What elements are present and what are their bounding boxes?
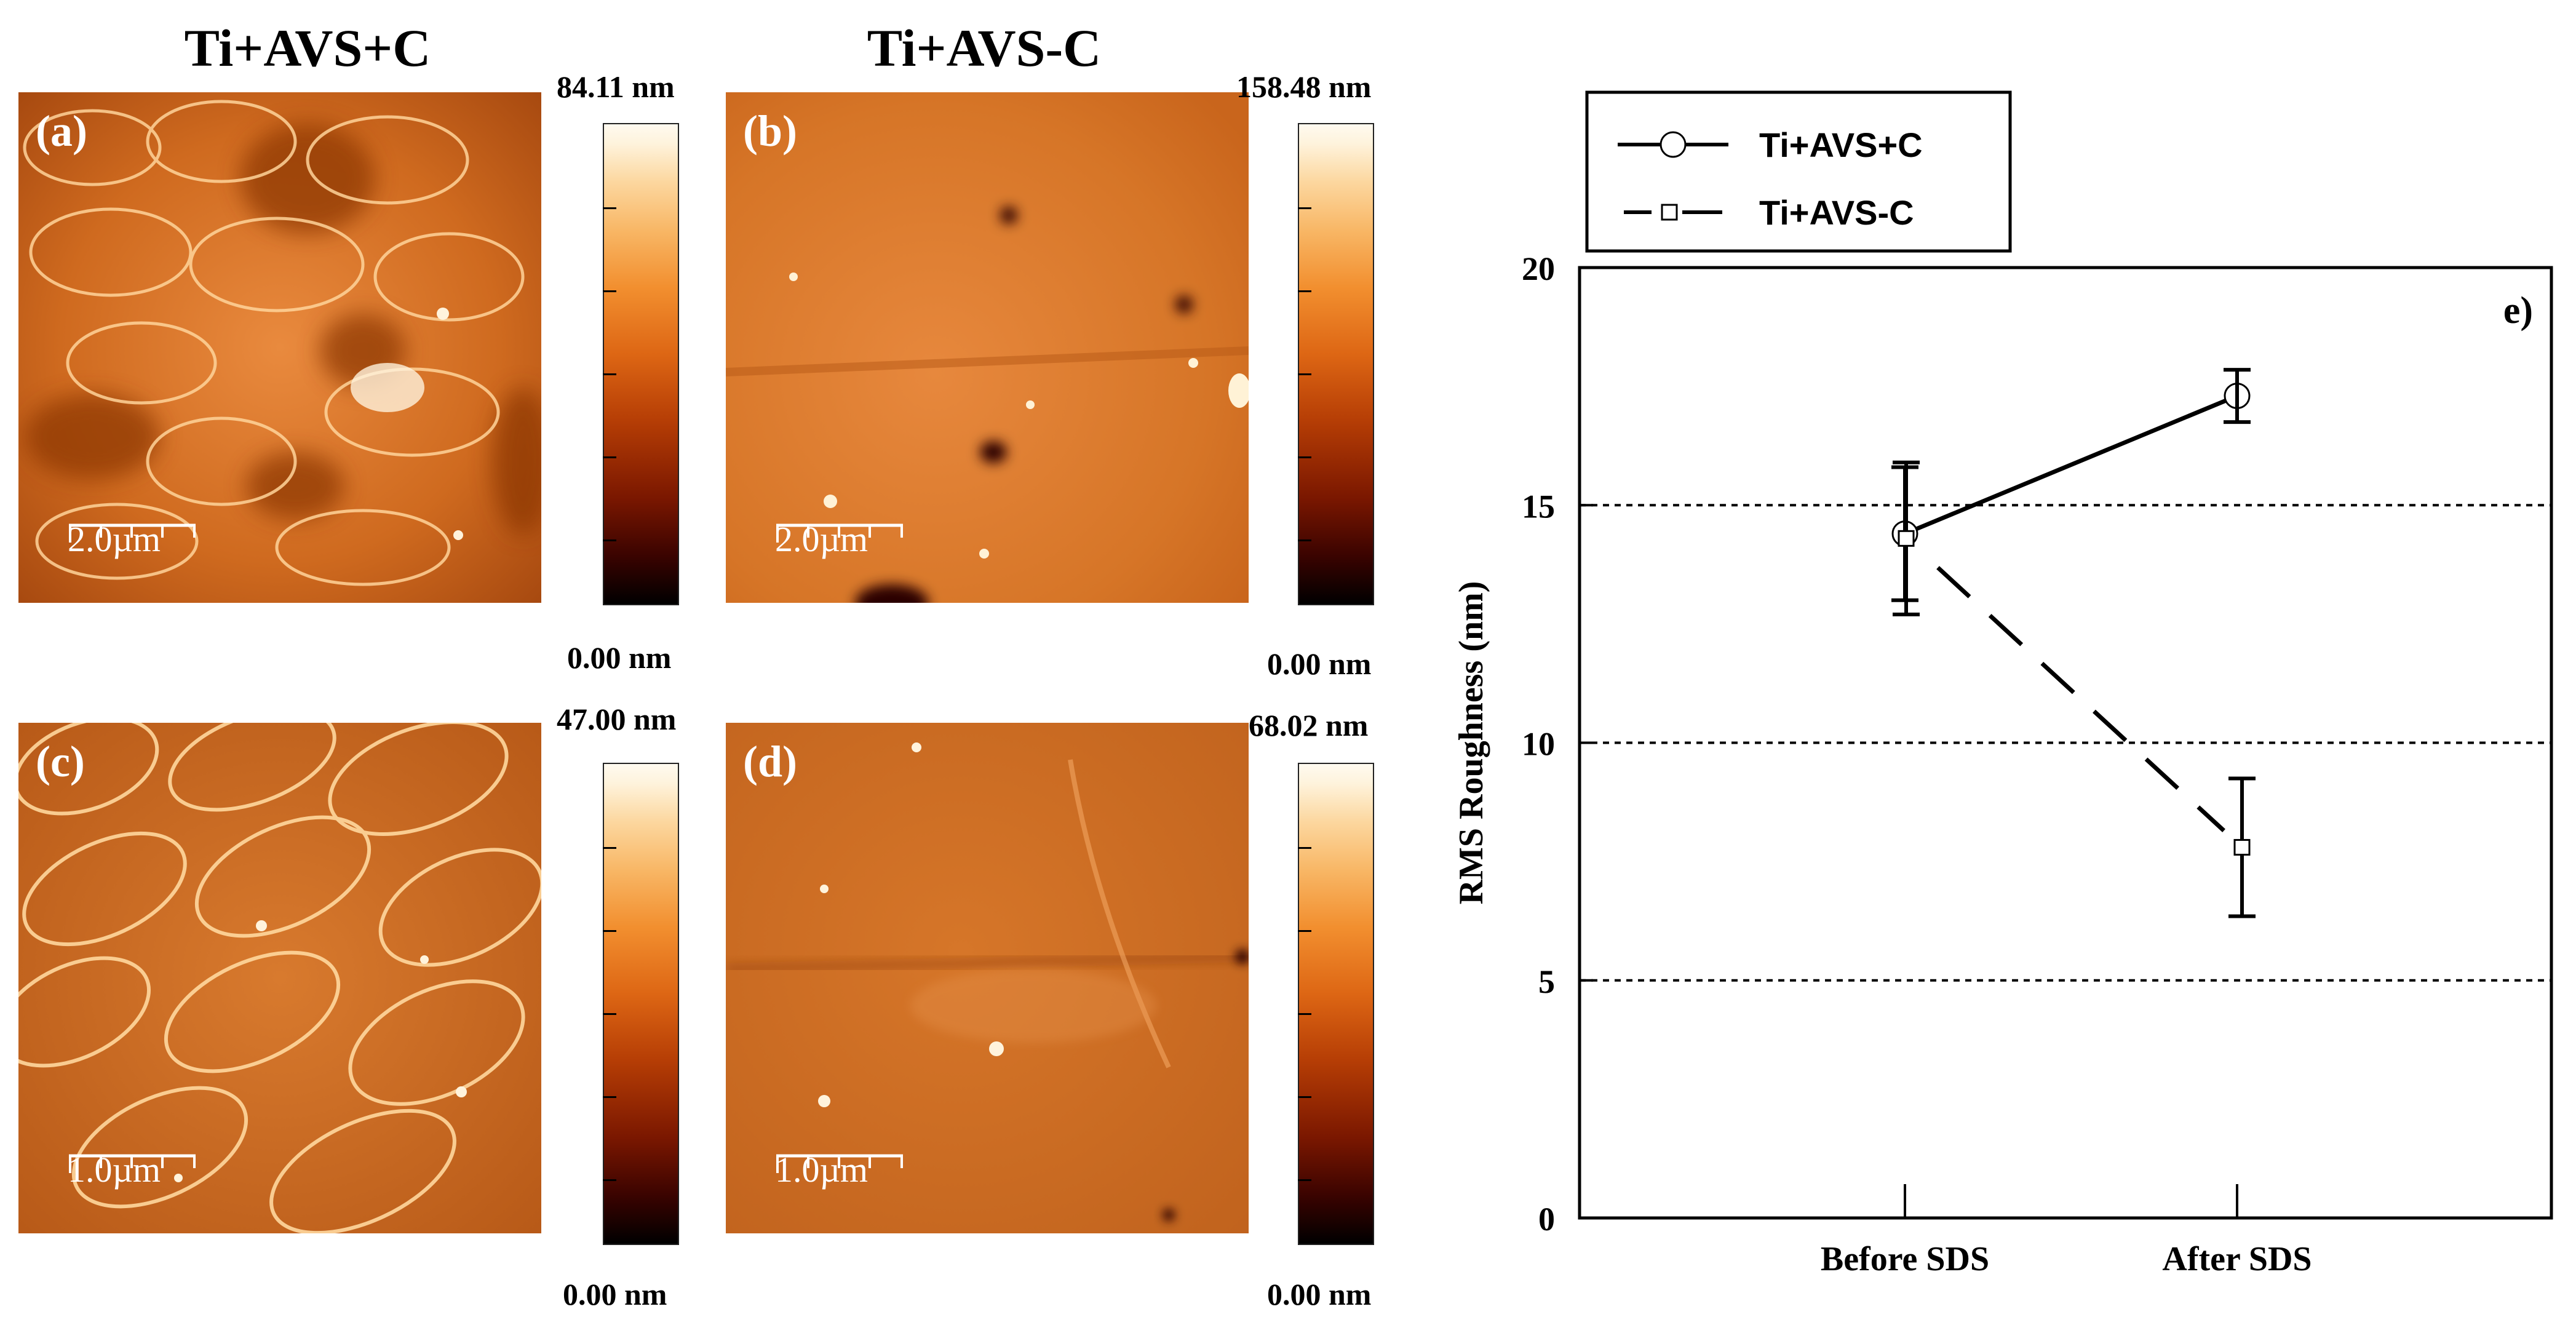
chart-axes: 0 5 10 15 20 Before SDS After SDS (1522, 250, 2312, 1278)
y-tick-label: 10 (1522, 726, 1555, 763)
scale-bar-ruler-d (776, 1154, 903, 1173)
color-bar-tick (1298, 1179, 1311, 1181)
y-tick-label: 5 (1538, 963, 1555, 1000)
afm-texture-b (726, 92, 1249, 603)
color-bar-tick (603, 373, 616, 375)
legend-box (1585, 90, 2012, 253)
scale-bar-ruler-c (69, 1154, 196, 1173)
color-bar-tick (603, 847, 616, 849)
scale-bar-a: 2.0µm (68, 522, 197, 560)
panel-label-b: (b) (743, 106, 797, 156)
color-bar-tick (603, 1096, 616, 1098)
color-bar-min-b: 0.00 nm (1267, 647, 1372, 681)
series-line-solid (1915, 399, 2227, 531)
color-bar-tick (603, 207, 616, 209)
legend-marker-circle (1660, 131, 1687, 158)
color-bar-a (603, 123, 679, 605)
scale-bar-ruler-b (776, 523, 903, 543)
afm-image-a: (a) 2.0µm (18, 92, 541, 603)
panel-label-a: (a) (36, 106, 87, 156)
scale-bar-ruler-a (69, 523, 196, 543)
color-bar-tick (1298, 1096, 1311, 1098)
color-bar-tick (1298, 456, 1311, 458)
data-point-circle (2224, 383, 2251, 410)
scale-bar-text-b: 2.0µm (775, 519, 869, 559)
data-point-square (2233, 838, 2251, 856)
chart-gridlines (1580, 504, 2551, 982)
afm-texture-c (18, 723, 541, 1233)
afm-texture-a (18, 92, 541, 603)
color-bar-max-b: 158.48 nm (1236, 70, 1372, 104)
color-bar-max-c: 47.00 nm (557, 702, 677, 736)
color-bar-d (1298, 763, 1374, 1245)
y-axis-label: RMS Roughness (nm) (1452, 581, 1490, 905)
color-bar-min-a: 0.00 nm (567, 640, 672, 675)
afm-texture-d (726, 723, 1249, 1233)
rms-roughness-chart: 0 5 10 15 20 Before SDS After SDS e) RMS Rough… (1452, 90, 2553, 1278)
color-bar-tick (1298, 290, 1311, 292)
scale-bar-d: 1.0µm (775, 1152, 904, 1190)
afm-image-c: (c) 1.0µm (18, 723, 541, 1233)
color-bar-tick (603, 930, 616, 932)
y-tick-label: 15 (1522, 488, 1555, 525)
data-point-square (1898, 530, 1915, 547)
color-bar-tick (603, 1013, 616, 1015)
column-title-left: Ti+AVS+C (184, 18, 431, 78)
series-square (1893, 460, 2256, 918)
afm-image-b: (b) 2.0µm (726, 92, 1249, 603)
color-bar-tick (1298, 847, 1311, 849)
panel-label-c: (c) (36, 737, 85, 786)
color-bar-min-d: 0.00 nm (1267, 1277, 1372, 1311)
panel-label-e: e) (2503, 290, 2533, 332)
color-bar-tick (603, 456, 616, 458)
chart-series (1891, 368, 2256, 918)
afm-image-d: (d) 1.0µm (726, 723, 1249, 1233)
scale-bar-b: 2.0µm (775, 522, 904, 560)
color-bar-tick (603, 290, 616, 292)
color-bar-b (1298, 123, 1374, 605)
y-tick-label: 0 (1538, 1201, 1555, 1238)
x-tick-label: Before SDS (1821, 1240, 1989, 1278)
color-bar-tick (1298, 930, 1311, 932)
color-bar-c (603, 763, 679, 1245)
series-line-dashed (1936, 566, 2225, 832)
y-tick-label: 20 (1522, 250, 1555, 287)
color-bar-tick (1298, 539, 1311, 541)
panel-label-d: (d) (743, 737, 797, 786)
scale-bar-text-a: 2.0µm (68, 519, 161, 559)
chart-legend: Ti+AVS+C Ti+AVS-C (1585, 90, 2012, 253)
scale-bar-text-c: 1.0µm (68, 1150, 161, 1190)
legend-marker-square (1661, 204, 1678, 221)
color-bar-tick (603, 539, 616, 541)
column-title-right: Ti+AVS-C (867, 18, 1102, 78)
scale-bar-text-d: 1.0µm (775, 1150, 869, 1190)
color-bar-max-d: 68.02 nm (1249, 708, 1369, 742)
series-circle (1891, 368, 2251, 602)
color-bar-tick (1298, 207, 1311, 209)
legend-entry-label: Ti+AVS-C (1759, 193, 1914, 232)
color-bar-tick (1298, 1013, 1311, 1015)
scale-bar-c: 1.0µm (68, 1152, 197, 1190)
color-bar-max-a: 84.11 nm (557, 70, 675, 104)
x-tick-label: After SDS (2162, 1240, 2312, 1278)
color-bar-tick (603, 1179, 616, 1181)
legend-entry-label: Ti+AVS+C (1759, 125, 1923, 164)
color-bar-tick (1298, 373, 1311, 375)
color-bar-min-c: 0.00 nm (563, 1277, 667, 1311)
